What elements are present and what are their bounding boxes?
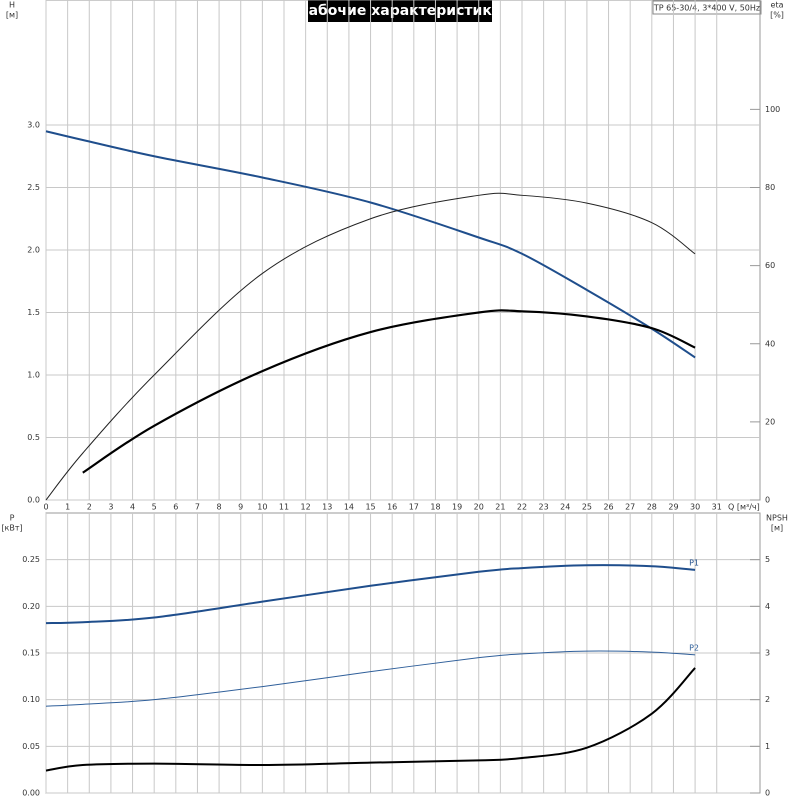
- y2-tick-label: 3: [765, 649, 770, 658]
- x-tick-label: 20: [474, 503, 484, 512]
- series-label: P2: [689, 643, 699, 652]
- y-axis-unit: [м]: [6, 11, 18, 20]
- x-tick-label: 7: [195, 503, 200, 512]
- y-axis-label: H: [9, 1, 15, 10]
- x-tick-label: 13: [322, 503, 332, 512]
- x-tick-label: 6: [173, 503, 178, 512]
- y-tick-label: 0.15: [22, 649, 40, 658]
- y-tick-label: 0.5: [27, 433, 40, 442]
- y-tick-label: 1.0: [27, 371, 40, 380]
- y-tick-label: 0.05: [22, 742, 40, 751]
- chart-subtitle: TP 65-30/4, 3*400 V, 50Hz: [653, 4, 760, 13]
- y-tick-label: 0.25: [22, 555, 40, 564]
- y2-tick-label: 4: [765, 602, 770, 611]
- y2-axis-unit: [%]: [770, 11, 784, 20]
- x-tick-label: 15: [365, 503, 375, 512]
- x-tick-label: 21: [495, 503, 505, 512]
- y-tick-label: 0.20: [22, 602, 40, 611]
- y2-tick-label: 1: [765, 742, 770, 751]
- y-tick-label: 0.10: [22, 695, 40, 704]
- x-tick-label: 27: [625, 503, 635, 512]
- y2-axis-unit: [м]: [771, 524, 783, 533]
- x-tick-label: 31: [712, 503, 722, 512]
- x-tick-label: 9: [238, 503, 243, 512]
- x-tick-label: 11: [279, 503, 289, 512]
- x-tick-label: 22: [517, 503, 527, 512]
- x-tick-label: 5: [152, 503, 157, 512]
- y2-tick-label: 100: [765, 105, 780, 114]
- x-tick-label: 29: [668, 503, 678, 512]
- x-tick-label: 8: [217, 503, 222, 512]
- x-tick-label: 10: [257, 503, 267, 512]
- x-tick-label: 28: [647, 503, 657, 512]
- y-tick-label: 2.0: [27, 246, 40, 255]
- series-line: [45, 667, 696, 772]
- series-line: [45, 192, 696, 501]
- y-tick-label: 1.5: [27, 308, 40, 317]
- y2-axis-label: eta: [771, 1, 784, 10]
- title-box: [308, 0, 492, 22]
- y2-tick-label: 40: [765, 339, 775, 348]
- y2-tick-label: 5: [765, 555, 770, 564]
- x-tick-label: 2: [87, 503, 92, 512]
- x-tick-label: 18: [430, 503, 440, 512]
- x-tick-label: 23: [539, 503, 549, 512]
- y-tick-label: 0.00: [22, 789, 40, 798]
- y-tick-label: 2.5: [27, 183, 40, 192]
- x-tick-label: 30: [690, 503, 700, 512]
- series-label: P1: [689, 558, 699, 567]
- y2-tick-label: 0: [765, 496, 770, 505]
- x-tick-label: 0: [43, 503, 48, 512]
- y2-tick-label: 20: [765, 417, 775, 426]
- x-tick-label: 24: [560, 503, 570, 512]
- x-tick-label: 4: [130, 503, 135, 512]
- series-line: [45, 650, 696, 707]
- y2-tick-label: 0: [765, 789, 770, 798]
- subtitle-box: [652, 0, 762, 15]
- series-line: [82, 309, 696, 474]
- x-tick-label: 19: [452, 503, 462, 512]
- y-tick-label: 3.0: [27, 121, 40, 130]
- x-tick-label: 1: [65, 503, 70, 512]
- x-tick-label: 16: [387, 503, 397, 512]
- y2-axis-label: NPSH: [766, 514, 788, 523]
- series-line: [45, 130, 696, 359]
- y2-tick-label: 2: [765, 695, 770, 704]
- y-axis-unit: [кВт]: [1, 524, 22, 533]
- x-tick-label: 12: [301, 503, 311, 512]
- y-axis-label: P: [10, 514, 15, 523]
- y-tick-label: 0.0: [27, 496, 40, 505]
- x-tick-label: 25: [582, 503, 592, 512]
- chart-title: Рабочие характеристики: [298, 3, 501, 19]
- y2-tick-label: 60: [765, 261, 775, 270]
- x-axis-label: Q [м³/ч]: [728, 503, 760, 512]
- series-line: [45, 564, 696, 625]
- x-tick-label: 3: [108, 503, 113, 512]
- y2-tick-label: 80: [765, 183, 775, 192]
- x-tick-label: 17: [409, 503, 419, 512]
- x-tick-label: 14: [344, 503, 354, 512]
- x-tick-label: 26: [603, 503, 613, 512]
